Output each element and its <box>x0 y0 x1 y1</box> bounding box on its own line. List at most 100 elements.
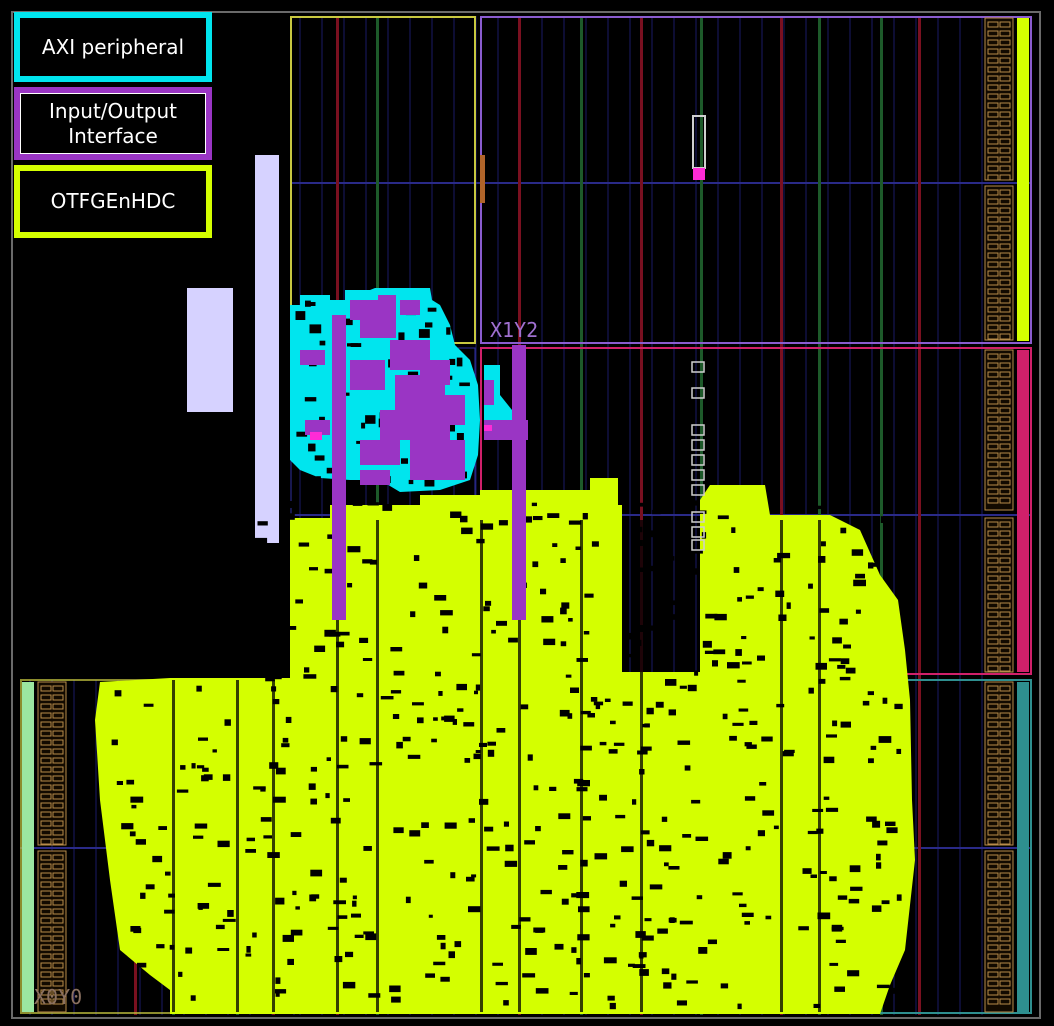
placement-gap <box>456 683 467 691</box>
placement-gap <box>837 664 846 669</box>
placement-gap <box>126 779 135 785</box>
placement-gap <box>669 917 675 923</box>
placement-gap <box>196 685 202 692</box>
placement-gap <box>483 606 490 612</box>
io-tile <box>999 21 1011 28</box>
io-tile <box>987 129 999 136</box>
io-tile <box>987 380 999 387</box>
placement-gap <box>862 700 870 706</box>
placement-gap <box>171 568 184 574</box>
io-tile <box>999 998 1011 1005</box>
column-gap <box>518 520 521 1012</box>
io-tile <box>987 75 999 82</box>
placement-gap <box>845 667 856 674</box>
placement-gap <box>741 636 747 640</box>
placement-gap <box>156 944 165 949</box>
io-tile <box>999 497 1011 504</box>
placement-gap <box>773 825 779 830</box>
placement-gap <box>265 676 275 682</box>
io-tile <box>52 935 64 942</box>
placement-gap <box>324 629 336 637</box>
placement-gap <box>569 991 578 995</box>
placement-gap <box>185 947 193 954</box>
axi-gap <box>445 424 455 432</box>
placement-gap <box>194 823 208 829</box>
io-tile <box>999 962 1011 969</box>
io-tile <box>987 629 999 636</box>
io-tile <box>987 234 999 241</box>
io-tile <box>987 665 999 672</box>
placement-gap <box>642 723 649 728</box>
placement-gap <box>292 890 297 896</box>
placement-gap <box>310 766 317 772</box>
placement-gap <box>669 614 681 620</box>
placement-gap <box>595 702 601 710</box>
placement-gap <box>193 835 204 839</box>
io-tile <box>987 548 999 555</box>
placement-gap <box>308 783 316 790</box>
placement-gap <box>522 973 536 978</box>
io-tile <box>987 371 999 378</box>
placement-gap <box>114 690 122 697</box>
io-tile <box>987 971 999 978</box>
placement-gap <box>632 964 646 968</box>
placement-gap <box>508 637 518 643</box>
io-tile <box>987 647 999 654</box>
io-tile <box>999 261 1011 268</box>
placement-gap <box>640 746 652 751</box>
placement-gap <box>599 741 607 746</box>
placement-gap <box>196 765 205 769</box>
io-tile <box>987 470 999 477</box>
placement-gap <box>732 722 744 726</box>
io-tile <box>987 120 999 127</box>
hard-block-short <box>187 288 233 412</box>
placement-gap <box>272 699 280 705</box>
placement-gap <box>165 871 171 876</box>
placement-gap <box>327 926 339 930</box>
placement-gap <box>646 839 655 847</box>
axi-gap <box>456 433 464 442</box>
placement-gap <box>610 720 616 725</box>
io-tile <box>999 138 1011 145</box>
placement-gap <box>679 685 687 689</box>
io-tile <box>999 270 1011 277</box>
io-tile <box>52 802 64 809</box>
placement-gap <box>535 988 549 994</box>
placement-gap <box>870 745 877 750</box>
small-cell-markers <box>480 115 706 551</box>
otfgenhdc-region <box>95 478 915 1014</box>
io-tile <box>987 829 999 836</box>
placement-gap <box>632 799 637 805</box>
placement-gap <box>369 559 377 565</box>
placement-gap <box>191 763 196 769</box>
column-gap <box>336 520 339 1012</box>
placement-gap <box>246 946 251 953</box>
io-tile <box>987 917 999 924</box>
axi-gap <box>296 431 308 437</box>
placement-gap <box>560 607 567 615</box>
placement-gap <box>641 935 654 941</box>
io-tile <box>987 452 999 459</box>
placement-gap <box>812 808 824 812</box>
io-tile <box>40 712 52 719</box>
io-cell <box>400 300 420 315</box>
io-tile <box>999 890 1011 897</box>
io-tile <box>52 793 64 800</box>
io-cell <box>410 440 465 480</box>
placement-gap <box>167 512 180 518</box>
column-gap <box>580 520 583 1012</box>
io-tile <box>987 324 999 331</box>
marker-pink <box>693 168 705 180</box>
placement-gap <box>535 826 541 832</box>
placement-gap <box>694 670 699 676</box>
placement-gap <box>820 541 826 547</box>
io-tile <box>987 216 999 223</box>
io-tile <box>987 881 999 888</box>
placement-gap <box>712 660 718 667</box>
io-tile <box>987 93 999 100</box>
placement-gap <box>705 613 718 619</box>
io-cell <box>378 295 396 323</box>
io-tile <box>52 881 64 888</box>
axi-gap <box>462 319 469 328</box>
placement-gap <box>868 562 874 569</box>
